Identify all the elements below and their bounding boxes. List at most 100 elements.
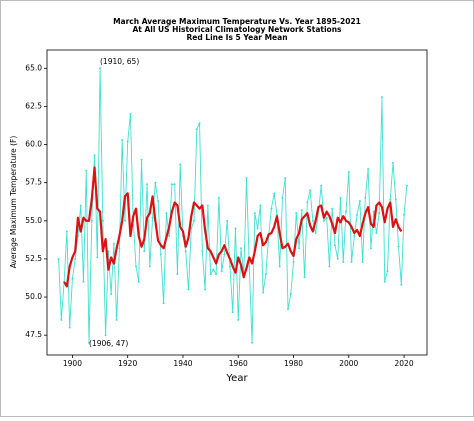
- data-point: [251, 341, 254, 344]
- data-point: [104, 334, 107, 337]
- data-point: [403, 213, 406, 216]
- data-point: [256, 227, 259, 230]
- chart-title: At All US Historical Climatology Network…: [132, 25, 342, 34]
- data-point: [168, 235, 171, 238]
- data-point: [60, 318, 63, 321]
- data-point: [134, 265, 137, 268]
- data-point: [278, 265, 281, 268]
- x-tick-label: 1980: [284, 359, 303, 368]
- data-point: [311, 219, 314, 222]
- data-point: [173, 183, 176, 186]
- data-point: [234, 227, 237, 230]
- data-point: [320, 184, 323, 187]
- data-point: [99, 67, 102, 70]
- data-point: [345, 210, 348, 213]
- data-point: [378, 212, 381, 215]
- data-point: [107, 250, 110, 253]
- data-point: [228, 265, 231, 268]
- data-point: [220, 270, 223, 273]
- data-point: [400, 283, 403, 286]
- data-point: [273, 192, 276, 195]
- data-point: [57, 257, 60, 260]
- data-point: [298, 247, 301, 250]
- data-point: [245, 177, 248, 180]
- data-point: [79, 204, 82, 207]
- data-point: [159, 253, 162, 256]
- chart-title: March Average Maximum Temperature Vs. Ye…: [113, 17, 361, 26]
- data-point: [201, 250, 204, 253]
- data-point: [284, 177, 287, 180]
- data-point: [383, 280, 386, 283]
- y-tick-label: 52.5: [25, 254, 42, 263]
- data-point: [165, 212, 168, 215]
- data-point: [143, 250, 146, 253]
- data-point: [262, 291, 265, 294]
- data-point: [217, 196, 220, 199]
- data-point: [146, 183, 149, 186]
- data-point: [333, 244, 336, 247]
- data-point: [331, 207, 334, 210]
- data-point: [347, 171, 350, 173]
- data-point: [96, 256, 99, 259]
- data-point: [129, 113, 132, 116]
- x-tick-label: 1960: [229, 359, 248, 368]
- data-point: [358, 199, 361, 202]
- data-point: [71, 277, 74, 280]
- data-point: [212, 268, 215, 271]
- y-tick-label: 62.5: [25, 101, 42, 110]
- data-point: [215, 273, 218, 276]
- data-point: [179, 163, 182, 166]
- data-point: [342, 260, 345, 263]
- data-point: [118, 247, 121, 250]
- data-point: [240, 247, 243, 250]
- y-tick-label: 57.5: [25, 178, 42, 187]
- data-point: [226, 219, 229, 222]
- data-point: [375, 232, 378, 234]
- y-tick-label: 60.0: [25, 140, 42, 149]
- data-point: [303, 276, 306, 279]
- data-point: [259, 204, 262, 207]
- annotation: (1906, 47): [89, 339, 128, 348]
- data-point: [198, 122, 201, 125]
- data-point: [110, 293, 113, 295]
- data-point: [74, 257, 77, 260]
- x-tick-label: 2000: [339, 359, 358, 368]
- data-point: [85, 169, 88, 172]
- data-point: [68, 326, 71, 329]
- data-point: [148, 265, 151, 268]
- data-point: [380, 96, 383, 99]
- data-point: [392, 161, 395, 164]
- data-point: [289, 293, 292, 295]
- data-point: [356, 213, 359, 216]
- series-line: [63, 166, 403, 288]
- data-point: [253, 212, 256, 215]
- data-point: [275, 213, 278, 216]
- data-point: [204, 288, 207, 291]
- data-point: [223, 253, 226, 256]
- data-point: [394, 198, 397, 201]
- data-point: [306, 201, 309, 204]
- data-point: [264, 273, 267, 276]
- y-tick-label: 47.5: [25, 330, 42, 339]
- data-point: [101, 219, 104, 222]
- data-point: [350, 260, 353, 263]
- data-point: [339, 196, 342, 199]
- data-point: [231, 311, 234, 314]
- y-axis-label: Average Maximum Temperature (F): [9, 136, 18, 269]
- data-point: [157, 199, 160, 202]
- chart-title: Red Line Is 5 Year Mean: [186, 33, 287, 42]
- x-tick-label: 2020: [395, 359, 414, 368]
- data-point: [328, 265, 331, 268]
- data-point: [322, 219, 325, 222]
- data-point: [286, 308, 289, 311]
- x-axis-label: Year: [225, 373, 248, 384]
- data-point: [309, 189, 312, 192]
- data-point: [325, 216, 328, 219]
- data-point: [88, 341, 91, 344]
- data-point: [137, 280, 140, 283]
- data-point: [206, 204, 209, 207]
- data-point: [300, 209, 303, 212]
- data-point: [367, 167, 370, 170]
- data-point: [386, 270, 389, 273]
